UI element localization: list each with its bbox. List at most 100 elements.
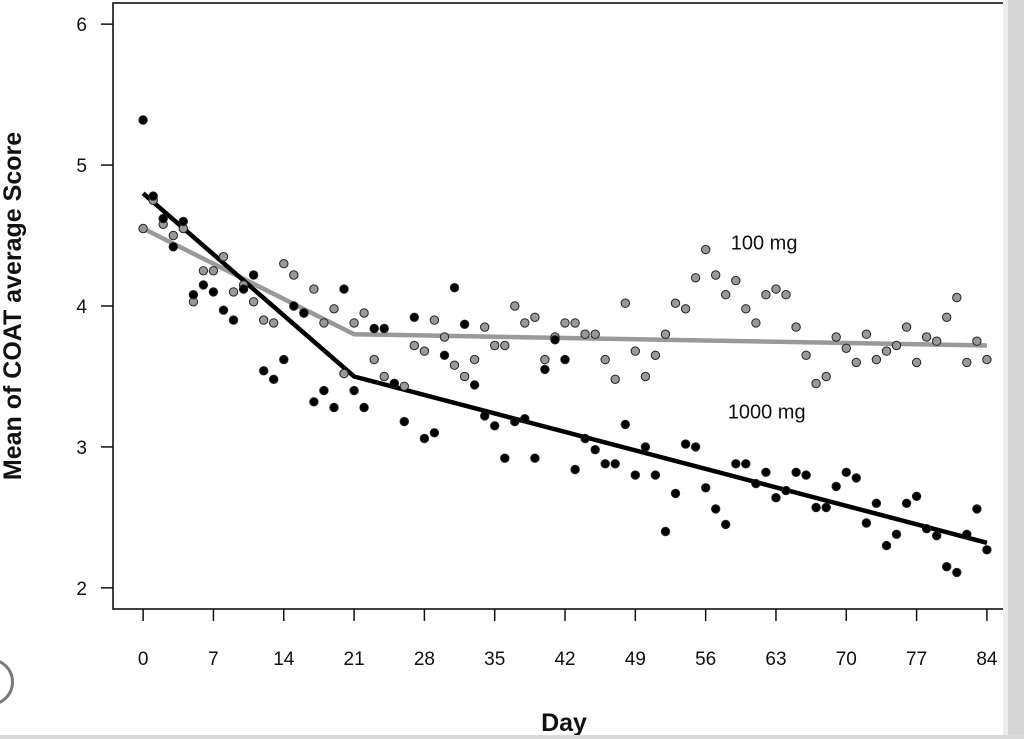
- data-point-1000-mg: [459, 319, 470, 329]
- x-tick-label: 49: [625, 649, 646, 670]
- fit-line-1000-mg: [141, 191, 988, 545]
- data-point-100-mg: [640, 371, 651, 382]
- data-point-1000-mg: [911, 491, 922, 501]
- x-tick-label: 35: [484, 649, 505, 670]
- data-point-1000-mg: [660, 526, 671, 537]
- data-point-1000-mg: [891, 529, 902, 539]
- data-point-1000-mg: [921, 524, 932, 534]
- data-point-100-mg: [590, 329, 600, 339]
- data-point-1000-mg: [630, 470, 640, 480]
- data-point-1000-mg: [761, 467, 771, 477]
- window-edge: [1008, 0, 1024, 739]
- data-point-1000-mg: [871, 498, 882, 508]
- data-point-100-mg: [520, 318, 530, 328]
- data-point-100-mg: [419, 346, 430, 356]
- data-point-1000-mg: [379, 323, 389, 334]
- data-points: [138, 115, 992, 578]
- data-point-1000-mg: [901, 498, 912, 508]
- data-point-1000-mg: [399, 416, 409, 427]
- data-point-100-mg: [650, 350, 661, 360]
- data-point-1000-mg: [319, 385, 329, 396]
- data-point-1000-mg: [680, 439, 691, 449]
- data-point-1000-mg: [841, 467, 851, 477]
- data-point-100-mg: [982, 354, 992, 365]
- data-point-1000-mg: [570, 464, 580, 475]
- data-point-1000-mg: [851, 473, 861, 483]
- x-tick-label: 56: [695, 649, 716, 670]
- data-point-100-mg: [208, 266, 219, 276]
- data-point-100-mg: [279, 259, 289, 269]
- x-tick-label: 7: [208, 649, 219, 670]
- window-bottom-edge: [0, 735, 1024, 739]
- data-point-1000-mg: [469, 380, 480, 390]
- data-point-100-mg: [510, 301, 520, 311]
- data-point-100-mg: [269, 318, 279, 328]
- series-labels: 100 mg 1000 mg: [728, 233, 806, 424]
- x-tick-label: 28: [414, 649, 435, 670]
- series-label: 100 mg: [731, 233, 798, 255]
- data-point-100-mg: [821, 371, 831, 382]
- data-point-1000-mg: [590, 445, 600, 455]
- data-point-100-mg: [138, 223, 148, 234]
- data-point-1000-mg: [520, 414, 530, 424]
- data-point-100-mg: [711, 270, 721, 280]
- x-tick-label: 84: [976, 649, 998, 670]
- data-point-1000-mg: [721, 519, 731, 530]
- data-point-100-mg: [369, 354, 379, 365]
- data-point-1000-mg: [419, 433, 430, 444]
- data-point-1000-mg: [952, 567, 962, 578]
- data-point-1000-mg: [731, 459, 741, 469]
- data-point-1000-mg: [711, 504, 721, 514]
- data-point-100-mg: [630, 346, 640, 356]
- data-point-100-mg: [399, 381, 409, 391]
- data-point-100-mg: [801, 350, 811, 360]
- data-point-1000-mg: [530, 453, 540, 463]
- data-point-1000-mg: [299, 308, 309, 318]
- y-tick-label: 3: [76, 438, 87, 459]
- x-tick-label: 42: [554, 649, 575, 670]
- data-point-100-mg: [459, 371, 470, 382]
- data-point-100-mg: [871, 354, 882, 365]
- data-point-1000-mg: [228, 315, 239, 325]
- fit-lines: [141, 191, 988, 545]
- x-tick-label: 0: [138, 649, 149, 670]
- data-point-1000-mg: [148, 191, 158, 201]
- data-point-1000-mg: [510, 416, 520, 427]
- data-point-100-mg: [952, 292, 962, 303]
- data-point-100-mg: [771, 284, 781, 294]
- data-point-100-mg: [811, 378, 821, 389]
- data-point-1000-mg: [208, 287, 219, 297]
- y-axis-title: Mean of COAT average Score: [0, 132, 27, 480]
- data-point-100-mg: [228, 287, 239, 297]
- series-label: 1000 mg: [728, 402, 806, 424]
- data-point-1000-mg: [701, 483, 711, 493]
- data-point-1000-mg: [339, 284, 349, 294]
- data-point-100-mg: [901, 322, 912, 332]
- data-point-1000-mg: [580, 433, 590, 444]
- data-point-1000-mg: [932, 531, 942, 541]
- data-point-100-mg: [480, 322, 490, 332]
- data-point-100-mg: [791, 322, 801, 332]
- x-tick-label: 14: [273, 649, 295, 670]
- data-point-100-mg: [751, 318, 761, 328]
- data-point-100-mg: [911, 357, 922, 368]
- data-point-100-mg: [168, 230, 179, 241]
- data-point-100-mg: [289, 270, 299, 280]
- data-point-100-mg: [469, 354, 480, 365]
- y-tick-label: 6: [76, 15, 87, 36]
- data-point-100-mg: [670, 298, 681, 308]
- data-point-1000-mg: [480, 411, 490, 421]
- data-point-1000-mg: [962, 529, 972, 539]
- data-point-100-mg: [721, 290, 731, 300]
- data-point-100-mg: [248, 297, 259, 307]
- data-point-1000-mg: [751, 478, 761, 489]
- data-point-100-mg: [690, 273, 701, 283]
- data-point-100-mg: [741, 304, 751, 314]
- data-point-100-mg: [329, 304, 339, 314]
- fit-line-100-mg: [142, 226, 987, 348]
- data-point-1000-mg: [359, 402, 369, 413]
- data-point-1000-mg: [741, 459, 751, 469]
- data-point-100-mg: [972, 336, 982, 346]
- window-edge-inner: [1003, 0, 1008, 739]
- data-point-1000-mg: [560, 354, 570, 365]
